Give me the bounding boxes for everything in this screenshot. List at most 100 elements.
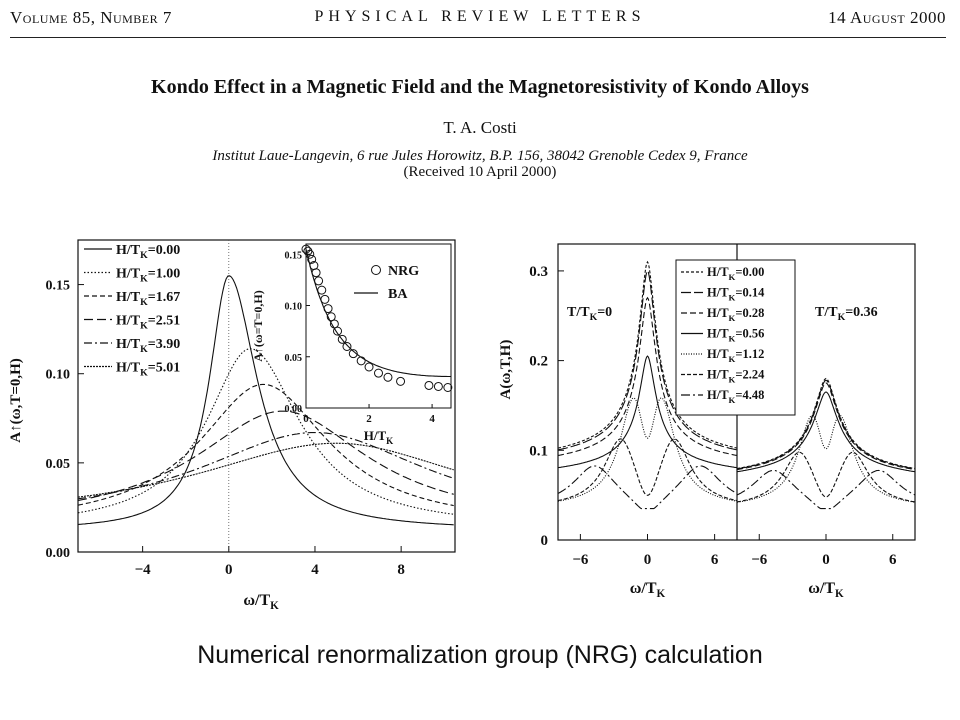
right-series-line-t0 <box>557 269 738 451</box>
right-series-line-t0 <box>557 296 738 457</box>
left-series-line <box>77 410 454 502</box>
right-legend-label: H/TK=0.56 <box>707 327 764 344</box>
inset-x-tick-label: 2 <box>366 413 372 425</box>
left-x-tick-label: 0 <box>225 562 233 578</box>
right-x-axis-label-b: ω/TK <box>808 580 844 600</box>
left-y-axis-label: A↑(ω,T=0,H) <box>8 358 24 443</box>
left-series-line <box>77 275 454 526</box>
paper-title: Kondo Effect in a Magnetic Field and the… <box>151 76 809 98</box>
inset-nrg-point <box>396 376 406 386</box>
inset-nrg-point <box>356 356 366 366</box>
left-plot-frame <box>77 239 456 553</box>
inset-nrg-point <box>333 326 343 336</box>
right-series-line-t0 <box>557 355 738 469</box>
inset-legend-nrg-marker <box>371 265 381 275</box>
inset-y-axis-label: A↑(ω=T=0,H) <box>251 290 265 361</box>
right-series-line-t0 <box>557 260 738 449</box>
right-y-axis-label: A(ω,T,H) <box>498 340 514 400</box>
left-x-axis-label: ω/TK <box>243 592 279 612</box>
right-x-axis-label-a: ω/TK <box>630 580 666 600</box>
right-panel-label-a: T/TK=0 <box>567 305 612 323</box>
left-legend-label: H/TK=5.01 <box>116 361 180 379</box>
left-series-line <box>77 442 454 498</box>
left-y-tick-label: 0.05 <box>46 457 71 472</box>
right-y-tick-label: 0.2 <box>529 354 548 370</box>
paper-received: (Received 10 April 2000) <box>403 164 557 180</box>
inset-legend-nrg-label: NRG <box>388 264 419 279</box>
right-x-tick-label: 6 <box>711 552 719 568</box>
inset-nrg-point <box>342 342 352 351</box>
right-panel-label-b: T/TK=0.36 <box>815 305 878 323</box>
inset-legend-ba-label: BA <box>388 287 408 302</box>
right-legend-label: H/TK=1.12 <box>707 347 764 364</box>
journal-volume: Volume 85, Number 7 <box>10 8 172 27</box>
right-series-line-t036 <box>736 382 916 471</box>
left-x-tick-label: 8 <box>397 562 405 578</box>
right-y-tick-label: 0 <box>541 533 549 549</box>
journal-date: 14 August 2000 <box>828 8 946 27</box>
inset-nrg-point <box>314 276 324 286</box>
right-x-tick-label: 6 <box>889 552 897 568</box>
inset-nrg-point <box>443 383 453 392</box>
inset-nrg-point <box>307 254 317 264</box>
left-series-line <box>77 432 454 500</box>
right-series-line-t036 <box>736 379 916 470</box>
inset-nrg-point <box>364 362 374 372</box>
inset-nrg-point <box>337 334 347 344</box>
left-legend-label: H/TK=1.00 <box>116 267 180 285</box>
left-series-line <box>77 348 454 515</box>
right-legend-box <box>675 259 796 416</box>
left-x-tick-label: −4 <box>135 562 152 578</box>
right-series-line-t036 <box>736 391 916 473</box>
slide-caption: Numerical renormalization group (NRG) ca… <box>197 641 763 669</box>
inset-x-axis-label: H/TK <box>364 428 393 446</box>
left-y-tick-label: 0.10 <box>46 368 71 383</box>
right-x-tick-label: −6 <box>572 552 589 568</box>
inset-y-tick-label: 0.15 <box>285 250 303 261</box>
right-x-tick-label: 0 <box>644 552 652 568</box>
inset-nrg-point <box>305 249 315 259</box>
right-series-line-t0 <box>557 465 738 510</box>
right-y-tick-label: 0.1 <box>529 443 548 459</box>
right-y-tick-label: 0.3 <box>529 264 548 280</box>
right-series-line-t0 <box>557 397 738 502</box>
left-legend-label: H/TK=1.67 <box>116 290 180 308</box>
paper-author: T. A. Costi <box>443 118 517 137</box>
inset-nrg-point <box>424 380 434 390</box>
inset-nrg-point <box>383 372 393 382</box>
left-series-line <box>77 383 454 507</box>
right-legend-label: H/TK=4.48 <box>707 388 764 405</box>
inset-y-tick-label: 0.10 <box>285 302 303 313</box>
inset-x-tick-label: 4 <box>429 413 435 425</box>
right-legend-label: H/TK=2.24 <box>707 368 765 385</box>
inset-nrg-point <box>311 268 321 278</box>
right-series-line-t036 <box>736 469 916 510</box>
journal-name: PHYSICAL REVIEW LETTERS <box>314 8 646 25</box>
inset-nrg-point <box>348 349 358 359</box>
right-series-line-t036 <box>736 451 916 503</box>
right-legend-label: H/TK=0.14 <box>707 286 765 303</box>
right-x-tick-label: −6 <box>751 552 768 568</box>
left-legend-label: H/TK=2.51 <box>116 314 180 332</box>
left-y-tick-label: 0.15 <box>46 279 71 294</box>
left-x-tick-label: 4 <box>311 562 319 578</box>
inset-nrg-point <box>317 285 327 295</box>
left-y-tick-label: 0.00 <box>46 546 71 561</box>
inset-nrg-point <box>433 381 443 391</box>
header-rule <box>10 37 946 38</box>
right-legend-label: H/TK=0.28 <box>707 306 764 323</box>
inset-y-tick-label: 0.00 <box>285 404 303 415</box>
inset-nrg-point <box>320 294 330 304</box>
paper-affiliation: Institut Laue-Langevin, 6 rue Jules Horo… <box>212 148 748 164</box>
left-legend-label: H/TK=0.00 <box>116 243 180 261</box>
inset-frame <box>305 243 452 409</box>
right-series-line-t036 <box>736 414 916 503</box>
right-legend-label: H/TK=0.00 <box>707 265 764 282</box>
right-x-tick-label: 0 <box>822 552 830 568</box>
inset-x-tick-label: 0 <box>303 413 309 425</box>
left-legend-label: H/TK=3.90 <box>116 337 180 355</box>
inset-y-tick-label: 0.05 <box>285 353 303 364</box>
inset-nrg-point <box>323 304 333 314</box>
right-series-line-t0 <box>557 438 738 502</box>
